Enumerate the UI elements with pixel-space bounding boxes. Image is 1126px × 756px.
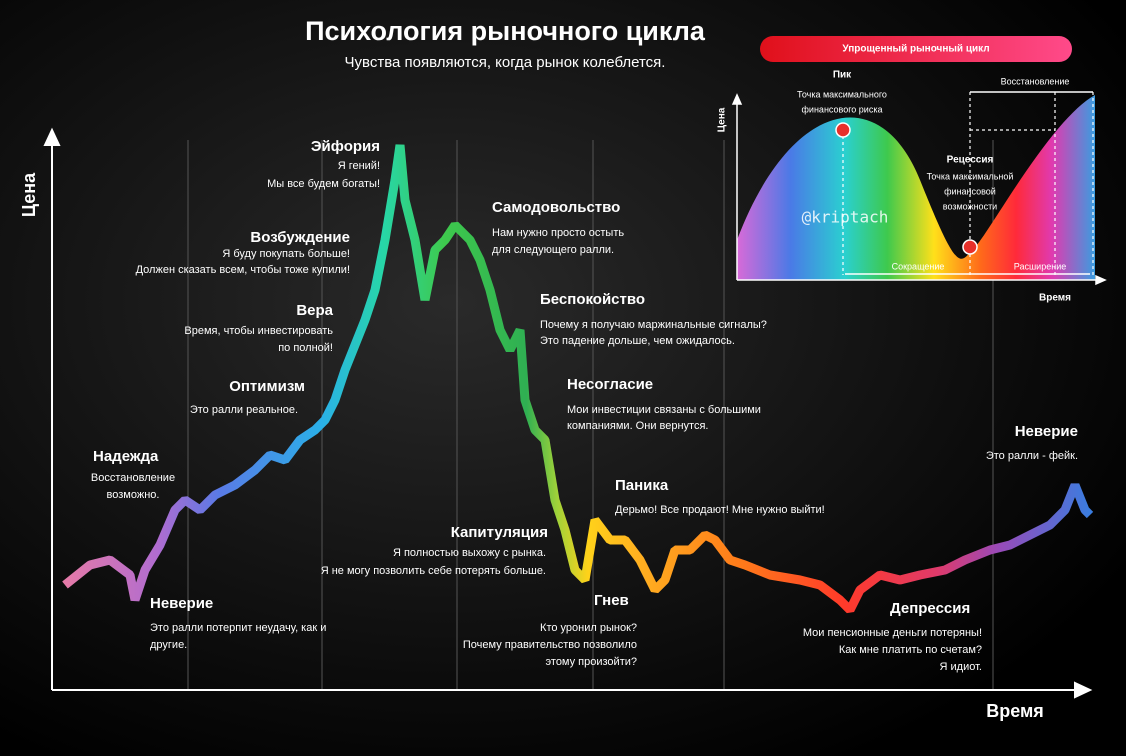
phase-text: Мы все будем богаты! bbox=[267, 178, 380, 190]
trough-dot bbox=[962, 239, 978, 255]
phase-text: по полной! bbox=[278, 342, 333, 354]
recession-text: Точка максимальной bbox=[927, 171, 1014, 181]
phase-text: Я не могу позволить себе потерять больше… bbox=[321, 565, 546, 577]
phase-labels: Неверие Это ралли потерпит неудачу, как и… bbox=[91, 138, 1078, 673]
phase-name: Неверие bbox=[150, 595, 213, 612]
phase-text: Я полностью выхожу с рынка. bbox=[393, 547, 546, 559]
phase-name: Вера bbox=[296, 302, 333, 319]
recession-text: финансовой bbox=[944, 186, 996, 196]
inset: Упрощенный рыночный цикл Пик Точка макси… bbox=[717, 36, 1107, 304]
inset-title-pill bbox=[760, 36, 1072, 62]
inset-y-label: Цена bbox=[717, 107, 728, 132]
subtitle: Чувства появляются, когда рынок колеблет… bbox=[345, 54, 666, 71]
phase-text: Кто уронил рынок? bbox=[540, 622, 637, 634]
phase-text: Восстановление bbox=[91, 472, 175, 484]
title: Психология рыночного цикла bbox=[305, 16, 706, 46]
phase-text: Нам нужно просто остыть bbox=[492, 227, 624, 239]
phase-name: Депрессия bbox=[890, 600, 970, 617]
phase-text: Это ралли - фейк. bbox=[986, 450, 1078, 462]
phase-text: Почему правительство позволило bbox=[463, 639, 637, 651]
phase-text: Я идиот. bbox=[940, 661, 982, 673]
phase-name: Возбуждение bbox=[250, 229, 350, 246]
phase-name: Гнев bbox=[594, 592, 629, 609]
phase-text: Как мне платить по счетам? bbox=[839, 644, 982, 656]
recession-text: возможности bbox=[943, 201, 997, 211]
recession-label: Рецессия bbox=[947, 155, 994, 166]
phase-text: Мои инвестиции связаны с большими bbox=[567, 404, 761, 416]
phase-text: Это ралли реальное. bbox=[190, 404, 298, 416]
axes bbox=[43, 127, 1093, 699]
expansion-label: Расширение bbox=[1014, 261, 1066, 271]
phase-name: Самодовольство bbox=[492, 199, 620, 216]
contraction-label: Сокращение bbox=[892, 261, 945, 271]
inset-title: Упрощенный рыночный цикл bbox=[842, 44, 989, 55]
phase-name: Надежда bbox=[93, 448, 159, 465]
phase-text: Это падение дольше, чем ожидалось. bbox=[540, 335, 735, 347]
phase-text: другие. bbox=[150, 639, 187, 651]
price-curve bbox=[62, 144, 1094, 614]
phase-text: Должен сказать всем, чтобы тоже купили! bbox=[136, 264, 350, 276]
phase-text: Это ралли потерпит неудачу, как и bbox=[150, 622, 326, 634]
phase-text: Время, чтобы инвестировать bbox=[184, 325, 333, 337]
x-axis-label: Время bbox=[986, 701, 1044, 721]
recovery-label: Восстановление bbox=[1001, 76, 1070, 86]
phase-text: этому произойти? bbox=[546, 656, 637, 668]
phase-name: Беспокойство bbox=[540, 291, 645, 308]
inset-x-label: Время bbox=[1039, 293, 1071, 304]
phase-name: Паника bbox=[615, 477, 669, 494]
phase-name: Оптимизм bbox=[229, 378, 305, 395]
phase-text: компаниями. Они вернутся. bbox=[567, 420, 708, 432]
phase-text: Я гений! bbox=[338, 160, 380, 172]
inset-curve bbox=[737, 95, 1095, 280]
phase-text: возможно. bbox=[107, 489, 160, 501]
phase-text: Я буду покупать больше! bbox=[222, 248, 350, 260]
peak-text: Точка максимального bbox=[797, 89, 887, 99]
y-axis-label: Цена bbox=[19, 172, 39, 217]
peak-dot bbox=[835, 122, 851, 138]
phase-text: для следующего ралли. bbox=[492, 244, 614, 256]
phase-name: Неверие bbox=[1015, 423, 1078, 440]
watermark: @kriptach bbox=[802, 208, 889, 227]
phase-name: Капитуляция bbox=[451, 524, 548, 541]
phase-text: Почему я получаю маржинальные сигналы? bbox=[540, 319, 767, 331]
phase-name: Эйфория bbox=[311, 138, 380, 155]
peak-label: Пик bbox=[833, 70, 852, 81]
phase-name: Несогласие bbox=[567, 376, 653, 393]
phase-text: Мои пенсионные деньги потеряны! bbox=[803, 627, 982, 639]
phase-text: Дерьмо! Все продают! Мне нужно выйти! bbox=[615, 504, 825, 516]
peak-text: финансового риска bbox=[802, 104, 883, 114]
